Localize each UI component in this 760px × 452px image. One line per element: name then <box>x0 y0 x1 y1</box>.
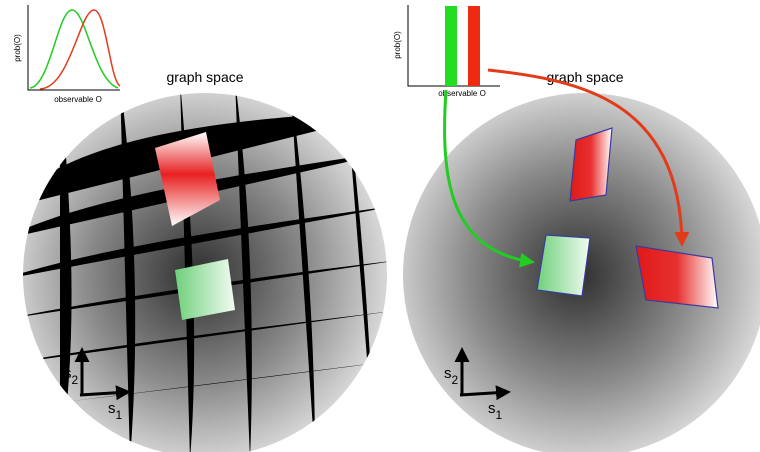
inset-y-label: prob(O) <box>393 31 402 59</box>
green-curve <box>30 10 118 88</box>
green-patch <box>175 259 235 320</box>
figure: s2 s1 graph space prob(O) observable O s… <box>0 0 760 452</box>
inset: prob(O) observable O <box>393 5 500 98</box>
green-bar <box>445 6 457 86</box>
inset-y-label: prob(O) <box>13 34 22 62</box>
right-panel: s2 s1 graph space prob(O) observable O <box>380 5 760 452</box>
inset: prob(O) observable O <box>13 5 120 104</box>
title: graph space <box>166 69 243 85</box>
inset-x-label: observable O <box>54 95 102 104</box>
left-panel: s2 s1 graph space prob(O) observable O <box>0 5 400 452</box>
red-curve <box>40 10 120 89</box>
green-patch <box>537 235 590 296</box>
red-bar <box>468 6 480 86</box>
